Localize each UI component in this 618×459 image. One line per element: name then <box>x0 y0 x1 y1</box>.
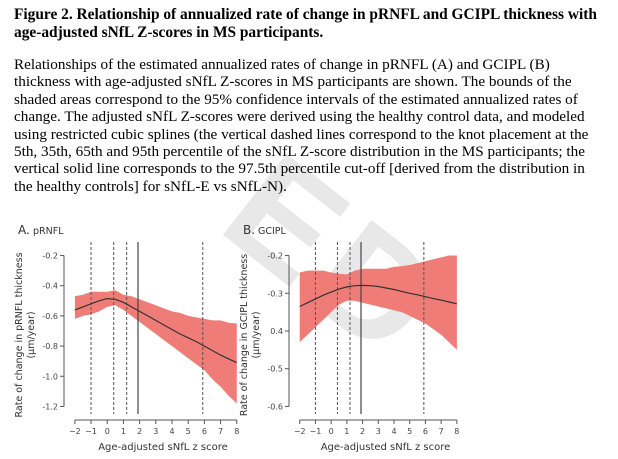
panel-b-label: B. <box>243 223 255 237</box>
panel-b-x-tick-label-10: 7 <box>439 427 444 436</box>
figure-description: Relationships of the estimated annualize… <box>14 56 589 195</box>
panel-b-y-label: Rate of change in GCIPL thickness(μm/yea… <box>239 254 262 416</box>
figure-title: Figure 2. Relationship of annualized rat… <box>14 6 597 41</box>
panel-b-name: GCIPL <box>258 226 287 237</box>
panel-b-x-tick-label-3: 0 <box>329 427 334 436</box>
panel-a-ci-band <box>74 290 237 404</box>
panel-a-x-tick-label-3: 0 <box>105 427 110 436</box>
panel-a-x-tick-label-6: 3 <box>153 427 158 436</box>
panel-b-x-tick-label-9: 6 <box>423 427 428 436</box>
panel-a-x-tick-label-1: −2 <box>69 427 81 436</box>
panel-a-name: pRNFL <box>33 226 64 237</box>
figure-panels: A. pRNFL -0.2 -0.4 -0.6 -0.8 -1.0 -1.2 −2 −1 0 1 2 3 4… <box>0 210 618 454</box>
panel-b-x-tick-label-6: 3 <box>376 427 381 436</box>
panel-b-y-tick-label-2: -0.3 <box>267 289 283 298</box>
panel-a-estimate-line <box>74 297 238 364</box>
panel-a-x-tick-label-8: 5 <box>186 427 191 436</box>
panel-b-x-tick-label-2: −1 <box>310 427 322 436</box>
panel-b-x-tick-label-11: 8 <box>454 427 459 436</box>
figure-caption: Figure 2. Relationship of annualized rat… <box>14 6 606 195</box>
panel-b-y-tick-label-3: 0.4 <box>270 327 283 336</box>
panel-b-ci-band <box>299 255 457 350</box>
panel-b-y-tick-label-1: -0.2 <box>267 252 283 261</box>
panel-b-y-tick-label-5: -0.6 <box>267 402 283 411</box>
panel-a-x-tick-label-5: 2 <box>137 427 142 436</box>
panel-a-y-tick-label-2: -0.4 <box>42 282 58 291</box>
figure-svg: A. pRNFL -0.2 -0.4 -0.6 -0.8 -1.0 -1.2 −2 −1 0 1 2 3 4… <box>14 223 459 453</box>
panel-a-y-tick-label-6: -1.2 <box>42 402 58 411</box>
panel-a-y-tick-label-3: -0.6 <box>42 312 58 321</box>
panel-b-x-tick-label-4: 1 <box>344 427 349 436</box>
panel-a-x-tick-label-10: 7 <box>218 427 223 436</box>
panel-b-estimate-line <box>299 284 458 308</box>
panel-a-y-label: Rate of change in pRNFL thickness(μm/yea… <box>14 252 37 417</box>
panel-a-x-tick-label-11: 8 <box>234 427 239 436</box>
panel-b-x-tick-label-1: −2 <box>294 427 306 436</box>
panel-b-x-tick-label-5: 2 <box>360 427 365 436</box>
panel-a-x-tick-label-4: 1 <box>121 427 126 436</box>
panel-a-x-tick-label-9: 6 <box>202 427 207 436</box>
panel-b-x-tick-label-8: 5 <box>407 427 412 436</box>
panel-a-label: A. <box>18 223 30 237</box>
panel-a-y-tick-label-4: -0.8 <box>42 342 58 351</box>
panel-a-x-tick-label-2: −1 <box>85 427 97 436</box>
panel-b-x-tick-label-7: 4 <box>391 427 396 436</box>
panel-a-x-tick-label-7: 4 <box>169 427 174 436</box>
panel-b-x-label: Age-adjusted sNfL z score <box>321 442 451 453</box>
panel-a-y-tick-label-5: -1.0 <box>42 372 58 381</box>
panel-b-y-tick-label-4: -0.5 <box>267 365 283 374</box>
panel-a-y-tick-label-1: -0.2 <box>42 252 58 261</box>
panel-a-x-label: Age-adjusted sNfL z score <box>98 442 228 453</box>
